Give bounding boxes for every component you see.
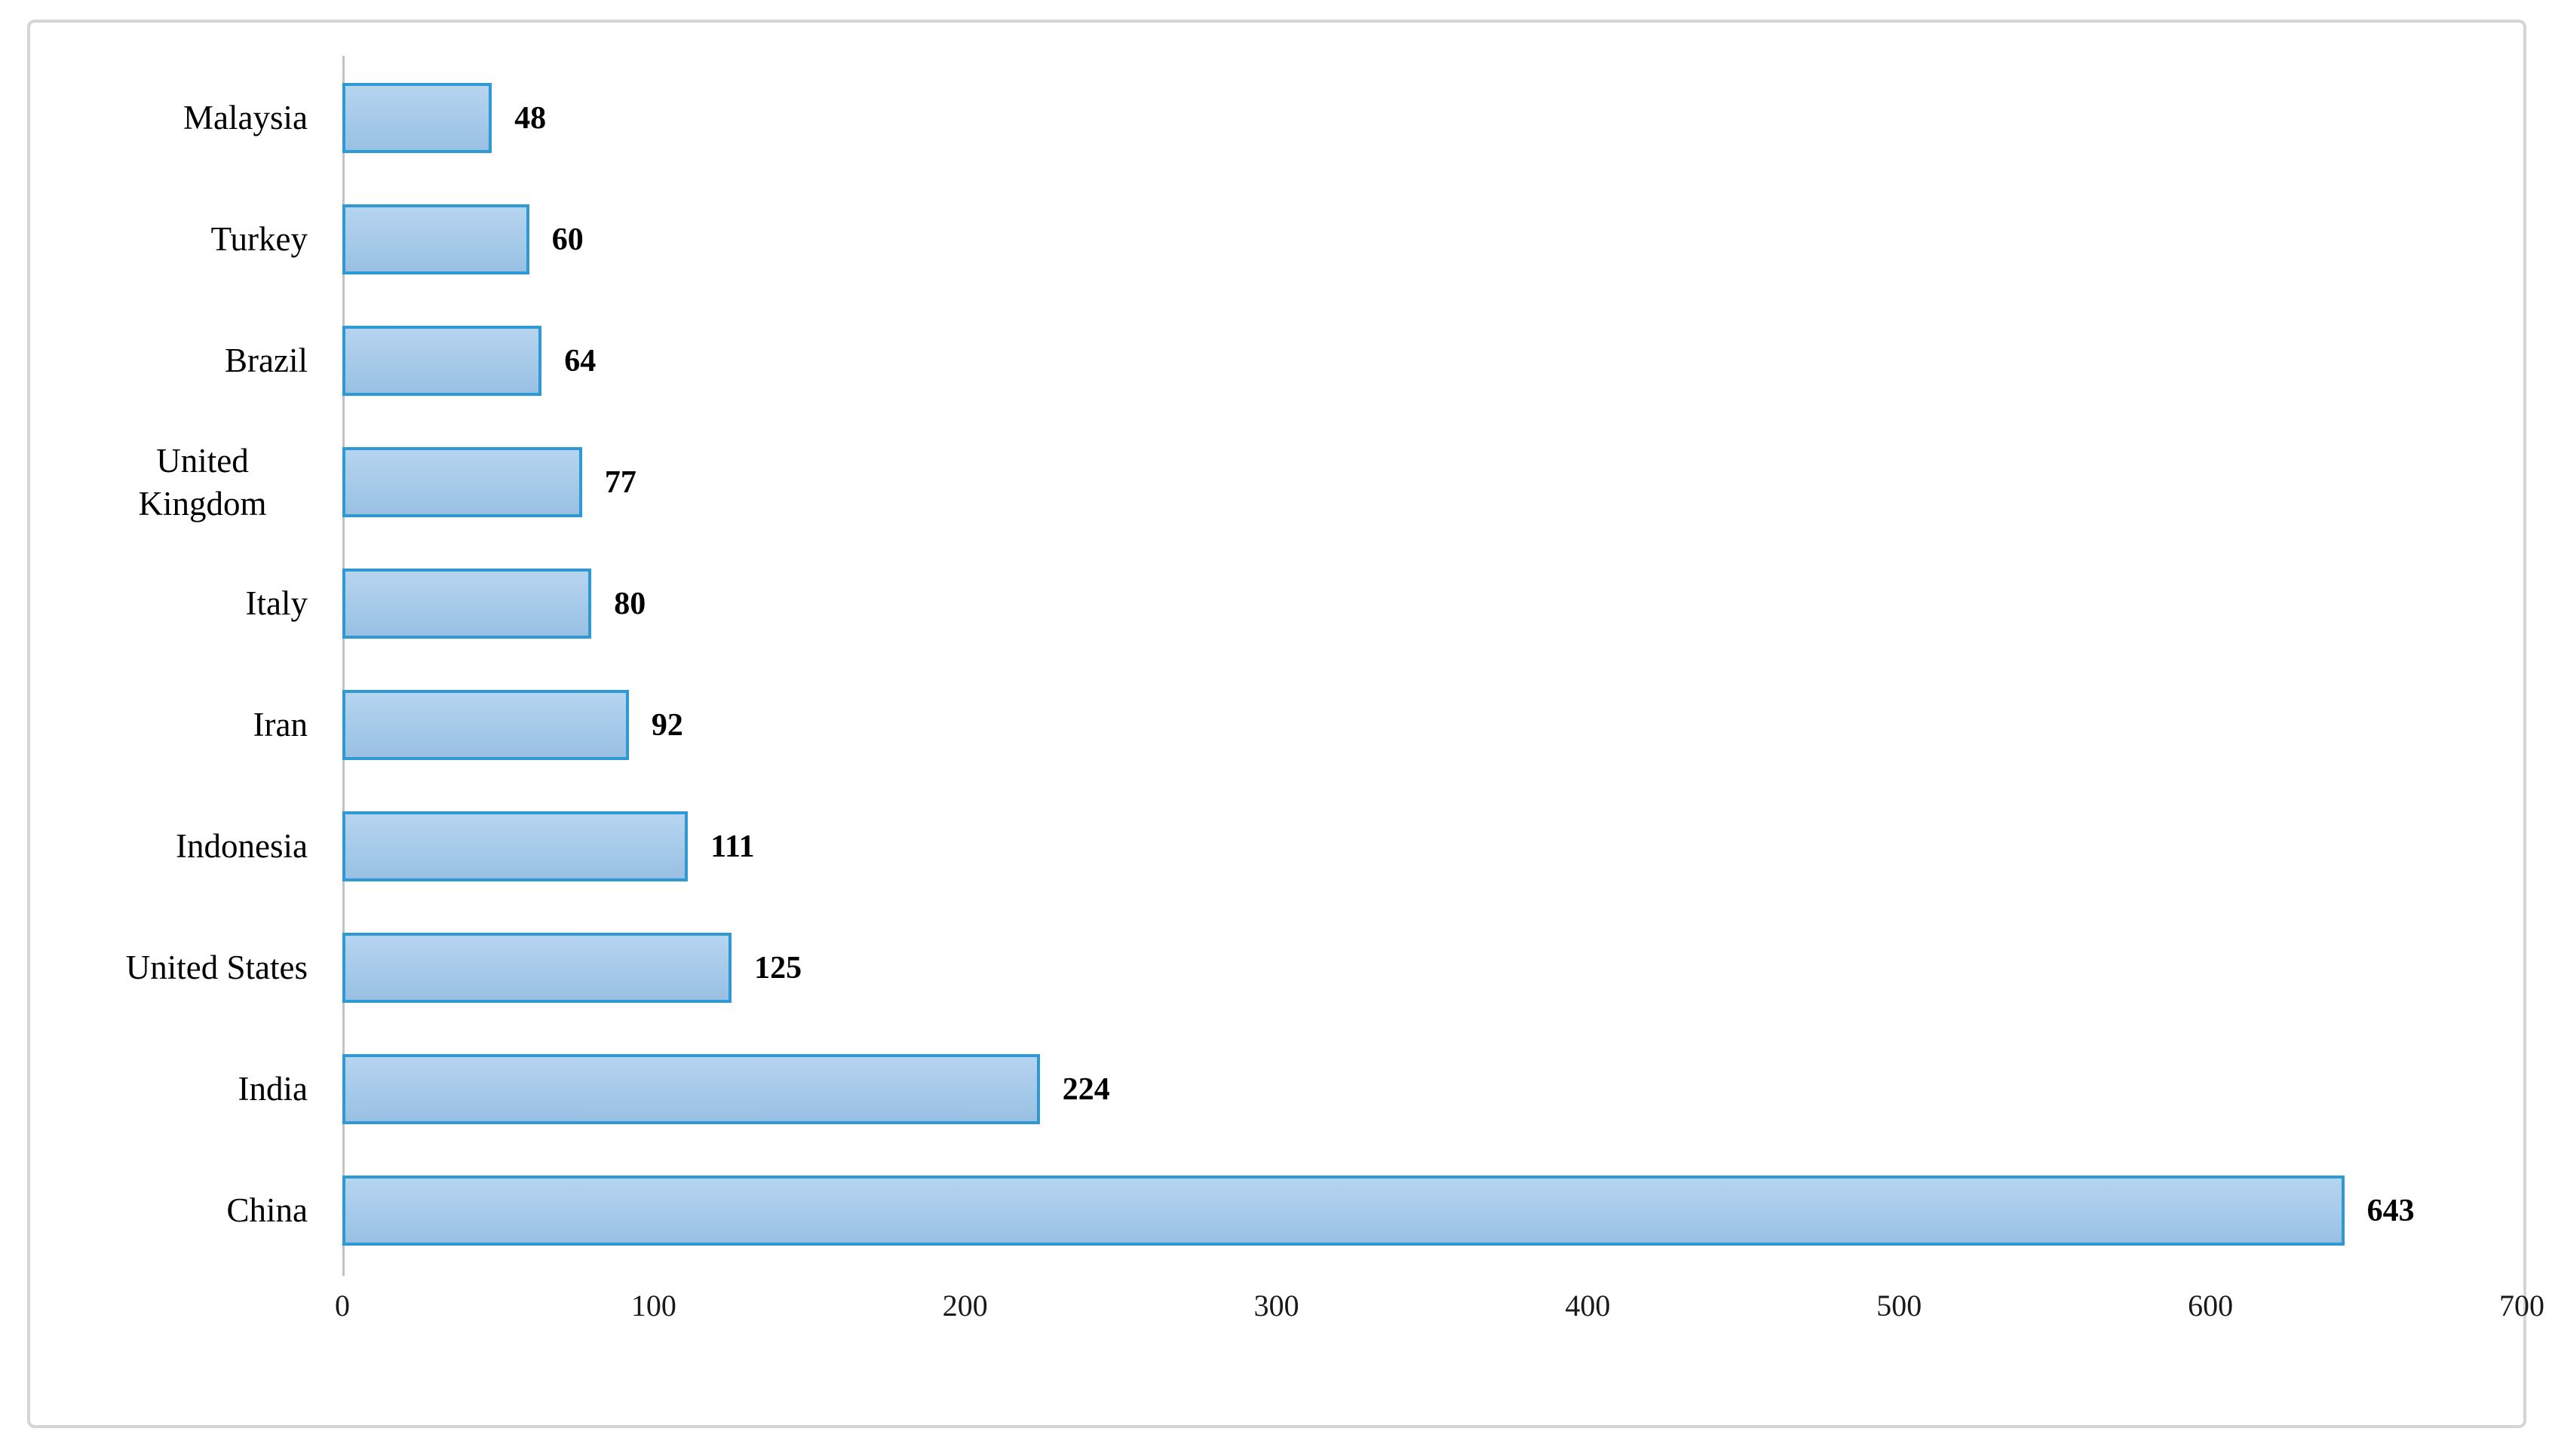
bar [342,446,582,518]
value-label: 111 [710,829,755,864]
category-label: China [226,1191,308,1230]
x-axis: 0 100 200 300 400 500 600 700 [335,1288,2544,1333]
bar-rows: Malaysia 48 Turkey 60 Brazil 64 United K… [30,57,2522,1271]
category-label-gutter: Brazil [30,339,342,382]
value-label: 77 [604,464,636,500]
bar-row: Indonesia 111 [30,786,2522,907]
category-label: Turkey [210,220,308,259]
x-tick-label: 300 [1253,1289,1299,1323]
bar-row: United States 125 [30,907,2522,1028]
bar-track: 643 [342,1150,2522,1271]
category-label-gutter: Turkey [30,218,342,260]
bar-row: Brazil 64 [30,300,2522,421]
bar [342,1175,2345,1246]
bar-row: China 643 [30,1150,2522,1271]
category-label: Brazil [225,342,308,380]
bar-row: United Kingdom 77 [30,421,2522,543]
category-label-gutter: Malaysia [30,97,342,139]
bar-row: Turkey 60 [30,179,2522,300]
bar-track: 60 [342,179,2522,300]
category-label: United States [125,949,308,987]
bar [342,204,529,275]
bar [342,689,629,761]
value-label: 64 [564,343,597,379]
category-label-gutter: Italy [30,582,342,624]
x-tick-label: 500 [1876,1289,1922,1323]
category-label: Indonesia [176,827,308,866]
bar-track: 80 [342,543,2522,664]
category-label: Malaysia [183,99,308,137]
y-axis-line [342,56,345,1276]
category-label-gutter: United States [30,946,342,989]
bar-row: Malaysia 48 [30,57,2522,179]
bar-track: 224 [342,1028,2522,1150]
category-label-gutter: United Kingdom [30,440,342,525]
category-label: United Kingdom [138,442,267,523]
category-label-gutter: China [30,1189,342,1231]
x-tick-label: 600 [2188,1289,2234,1323]
category-label: India [238,1070,308,1108]
bar-row: Italy 80 [30,543,2522,664]
bar-track: 92 [342,664,2522,786]
category-label-gutter: Iran [30,703,342,746]
bar-track: 111 [342,786,2522,907]
bar-track: 125 [342,907,2522,1028]
category-label-gutter: India [30,1068,342,1110]
value-label: 92 [651,707,683,743]
bar [342,82,492,154]
category-label: Italy [245,584,308,623]
x-tick-label: 100 [630,1289,676,1323]
x-tick-label: 200 [942,1289,988,1323]
bar [342,1053,1040,1125]
bar-track: 77 [342,421,2522,543]
bar-row: India 224 [30,1028,2522,1150]
bar-track: 48 [342,57,2522,179]
category-label: Iran [253,706,308,744]
x-tick-label: 400 [1565,1289,1611,1323]
value-label: 125 [754,950,802,985]
chart-figure: Malaysia 48 Turkey 60 Brazil 64 United K… [27,20,2544,1428]
value-label: 60 [551,222,584,257]
bar [342,568,592,639]
bar-track: 64 [342,300,2522,421]
x-tick-label: 700 [2499,1289,2544,1323]
value-label: 80 [614,586,646,621]
bar-row: Iran 92 [30,664,2522,786]
bar [342,932,732,1004]
value-label: 48 [514,100,547,136]
x-tick-label: 0 [335,1289,350,1323]
bar [342,325,542,397]
category-label-gutter: Indonesia [30,825,342,867]
bar [342,811,689,882]
value-label: 643 [2366,1193,2415,1228]
value-label: 224 [1062,1071,1110,1107]
